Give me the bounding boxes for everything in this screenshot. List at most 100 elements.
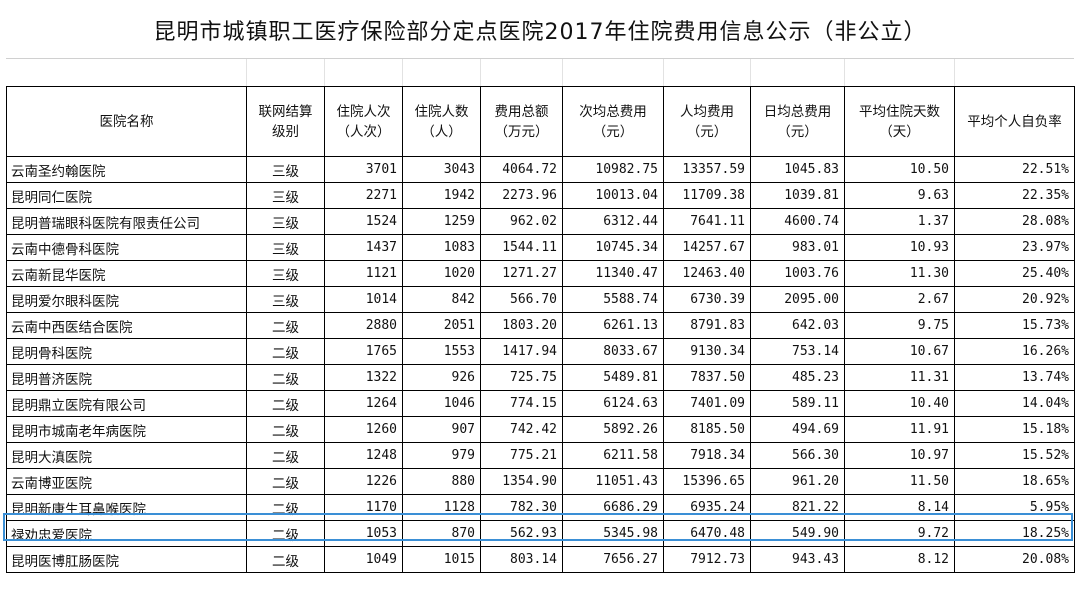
hospital-name-cell: 昆明普济医院 bbox=[6, 364, 247, 391]
grid-line bbox=[246, 59, 247, 87]
patients-cell: 870 bbox=[402, 520, 481, 547]
total-cost-cell: 562.93 bbox=[480, 520, 563, 547]
total-cost-cell: 2273.96 bbox=[480, 182, 563, 209]
daily-cost-cell: 549.90 bbox=[750, 520, 845, 547]
admissions-cell: 3701 bbox=[324, 156, 403, 183]
avg-stay-cell: 9.75 bbox=[844, 312, 955, 339]
total-cost-cell: 1803.20 bbox=[480, 312, 563, 339]
table-row: 昆明普济医院 二级 1322 926 725.75 5489.81 7837.50 485.2… bbox=[6, 364, 1075, 391]
grid-line bbox=[324, 59, 325, 87]
daily-cost-cell: 4600.74 bbox=[750, 208, 845, 235]
table-row: 昆明普瑞眼科医院有限责任公司 三级 1524 1259 962.02 6312.44 764… bbox=[6, 208, 1075, 235]
hospital-name-cell: 昆明普瑞眼科医院有限责任公司 bbox=[6, 208, 247, 235]
cost-per-patient-cell: 8185.50 bbox=[663, 416, 751, 443]
header-daily-cost: 日均总费用（元） bbox=[750, 86, 845, 157]
self-pay-rate-cell: 20.92% bbox=[954, 286, 1075, 313]
total-cost-cell: 1271.27 bbox=[480, 260, 563, 287]
grid-line bbox=[402, 59, 403, 87]
self-pay-rate-cell: 20.08% bbox=[954, 546, 1075, 573]
admissions-cell: 1765 bbox=[324, 338, 403, 365]
admissions-cell: 1260 bbox=[324, 416, 403, 443]
level-cell: 二级 bbox=[246, 520, 325, 547]
admissions-cell: 2271 bbox=[324, 182, 403, 209]
self-pay-rate-cell: 15.52% bbox=[954, 442, 1075, 469]
level-cell: 三级 bbox=[246, 182, 325, 209]
avg-stay-cell: 10.67 bbox=[844, 338, 955, 365]
level-cell: 二级 bbox=[246, 546, 325, 573]
level-cell: 二级 bbox=[246, 442, 325, 469]
table-row: 云南博亚医院 二级 1226 880 1354.90 11051.43 15396.65 96… bbox=[6, 468, 1075, 495]
avg-stay-cell: 8.14 bbox=[844, 494, 955, 521]
hospital-name-cell: 禄劝忠爱医院 bbox=[6, 520, 247, 547]
daily-cost-cell: 983.01 bbox=[750, 234, 845, 261]
self-pay-rate-cell: 15.18% bbox=[954, 416, 1075, 443]
cost-per-admission-cell: 5892.26 bbox=[562, 416, 664, 443]
daily-cost-cell: 753.14 bbox=[750, 338, 845, 365]
table-row: 昆明鼎立医院有限公司 二级 1264 1046 774.15 6124.63 7401.09… bbox=[6, 390, 1075, 417]
cost-per-admission-cell: 8033.67 bbox=[562, 338, 664, 365]
header-hospital-name: 医院名称 bbox=[6, 86, 247, 157]
hospital-cost-table: 医院名称 联网结算级别 住院人次（人次） 住院人数（人） 费用总额（万元） 次均… bbox=[6, 86, 1075, 573]
header-cost-per-patient: 人均费用（元） bbox=[663, 86, 751, 157]
total-cost-cell: 962.02 bbox=[480, 208, 563, 235]
grid-line bbox=[663, 59, 664, 87]
daily-cost-cell: 1045.83 bbox=[750, 156, 845, 183]
hospital-name-cell: 昆明市城南老年病医院 bbox=[6, 416, 247, 443]
patients-cell: 1046 bbox=[402, 390, 481, 417]
level-cell: 二级 bbox=[246, 338, 325, 365]
header-total-cost: 费用总额（万元） bbox=[480, 86, 563, 157]
self-pay-rate-cell: 13.74% bbox=[954, 364, 1075, 391]
avg-stay-cell: 2.67 bbox=[844, 286, 955, 313]
hospital-name-cell: 昆明大滇医院 bbox=[6, 442, 247, 469]
cost-per-patient-cell: 12463.40 bbox=[663, 260, 751, 287]
self-pay-rate-cell: 15.73% bbox=[954, 312, 1075, 339]
self-pay-rate-cell: 22.35% bbox=[954, 182, 1075, 209]
table-row: 云南中德骨科医院 三级 1437 1083 1544.11 10745.34 14257.6… bbox=[6, 234, 1075, 261]
page-title: 昆明市城镇职工医疗保险部分定点医院2017年住院费用信息公示（非公立） bbox=[153, 20, 927, 45]
patients-cell: 926 bbox=[402, 364, 481, 391]
total-cost-cell: 566.70 bbox=[480, 286, 563, 313]
table-row: 昆明医博肛肠医院 二级 1049 1015 803.14 7656.27 7912.73 94… bbox=[6, 546, 1075, 573]
table-row: 昆明同仁医院 三级 2271 1942 2273.96 10013.04 11709.38 1… bbox=[6, 182, 1075, 209]
table-row: 昆明爱尔眼科医院 三级 1014 842 566.70 5588.74 6730.39 209… bbox=[6, 286, 1075, 313]
grid-line bbox=[844, 59, 845, 87]
avg-stay-cell: 1.37 bbox=[844, 208, 955, 235]
header-avg-stay-days: 平均住院天数（天） bbox=[844, 86, 955, 157]
self-pay-rate-cell: 16.26% bbox=[954, 338, 1075, 365]
avg-stay-cell: 8.12 bbox=[844, 546, 955, 573]
admissions-cell: 1248 bbox=[324, 442, 403, 469]
self-pay-rate-cell: 28.08% bbox=[954, 208, 1075, 235]
cost-per-patient-cell: 7918.34 bbox=[663, 442, 751, 469]
hospital-name-cell: 云南中德骨科医院 bbox=[6, 234, 247, 261]
daily-cost-cell: 642.03 bbox=[750, 312, 845, 339]
self-pay-rate-cell: 22.51% bbox=[954, 156, 1075, 183]
avg-stay-cell: 11.30 bbox=[844, 260, 955, 287]
level-cell: 二级 bbox=[246, 494, 325, 521]
daily-cost-cell: 566.30 bbox=[750, 442, 845, 469]
header-patients: 住院人数（人） bbox=[402, 86, 481, 157]
patients-cell: 3043 bbox=[402, 156, 481, 183]
header-self-pay-rate: 平均个人自负率 bbox=[954, 86, 1075, 157]
cost-per-patient-cell: 9130.34 bbox=[663, 338, 751, 365]
daily-cost-cell: 961.20 bbox=[750, 468, 845, 495]
admissions-cell: 1053 bbox=[324, 520, 403, 547]
cost-per-admission-cell: 6312.44 bbox=[562, 208, 664, 235]
cost-per-admission-cell: 6124.63 bbox=[562, 390, 664, 417]
avg-stay-cell: 11.91 bbox=[844, 416, 955, 443]
cost-per-patient-cell: 8791.83 bbox=[663, 312, 751, 339]
cost-per-patient-cell: 6935.24 bbox=[663, 494, 751, 521]
hospital-name-cell: 云南圣约翰医院 bbox=[6, 156, 247, 183]
cost-per-patient-cell: 13357.59 bbox=[663, 156, 751, 183]
admissions-cell: 1226 bbox=[324, 468, 403, 495]
table-row: 云南新昆华医院 三级 1121 1020 1271.27 11340.47 12463.40… bbox=[6, 260, 1075, 287]
patients-cell: 2051 bbox=[402, 312, 481, 339]
admissions-cell: 1264 bbox=[324, 390, 403, 417]
table-row: 云南中西医结合医院 二级 2880 2051 1803.20 6261.13 8791.83… bbox=[6, 312, 1075, 339]
level-cell: 二级 bbox=[246, 312, 325, 339]
self-pay-rate-cell: 18.25% bbox=[954, 520, 1075, 547]
level-cell: 二级 bbox=[246, 416, 325, 443]
grid-line bbox=[562, 59, 563, 87]
table-row: 云南圣约翰医院 三级 3701 3043 4064.72 10982.75 13357.59… bbox=[6, 156, 1075, 183]
self-pay-rate-cell: 5.95% bbox=[954, 494, 1075, 521]
